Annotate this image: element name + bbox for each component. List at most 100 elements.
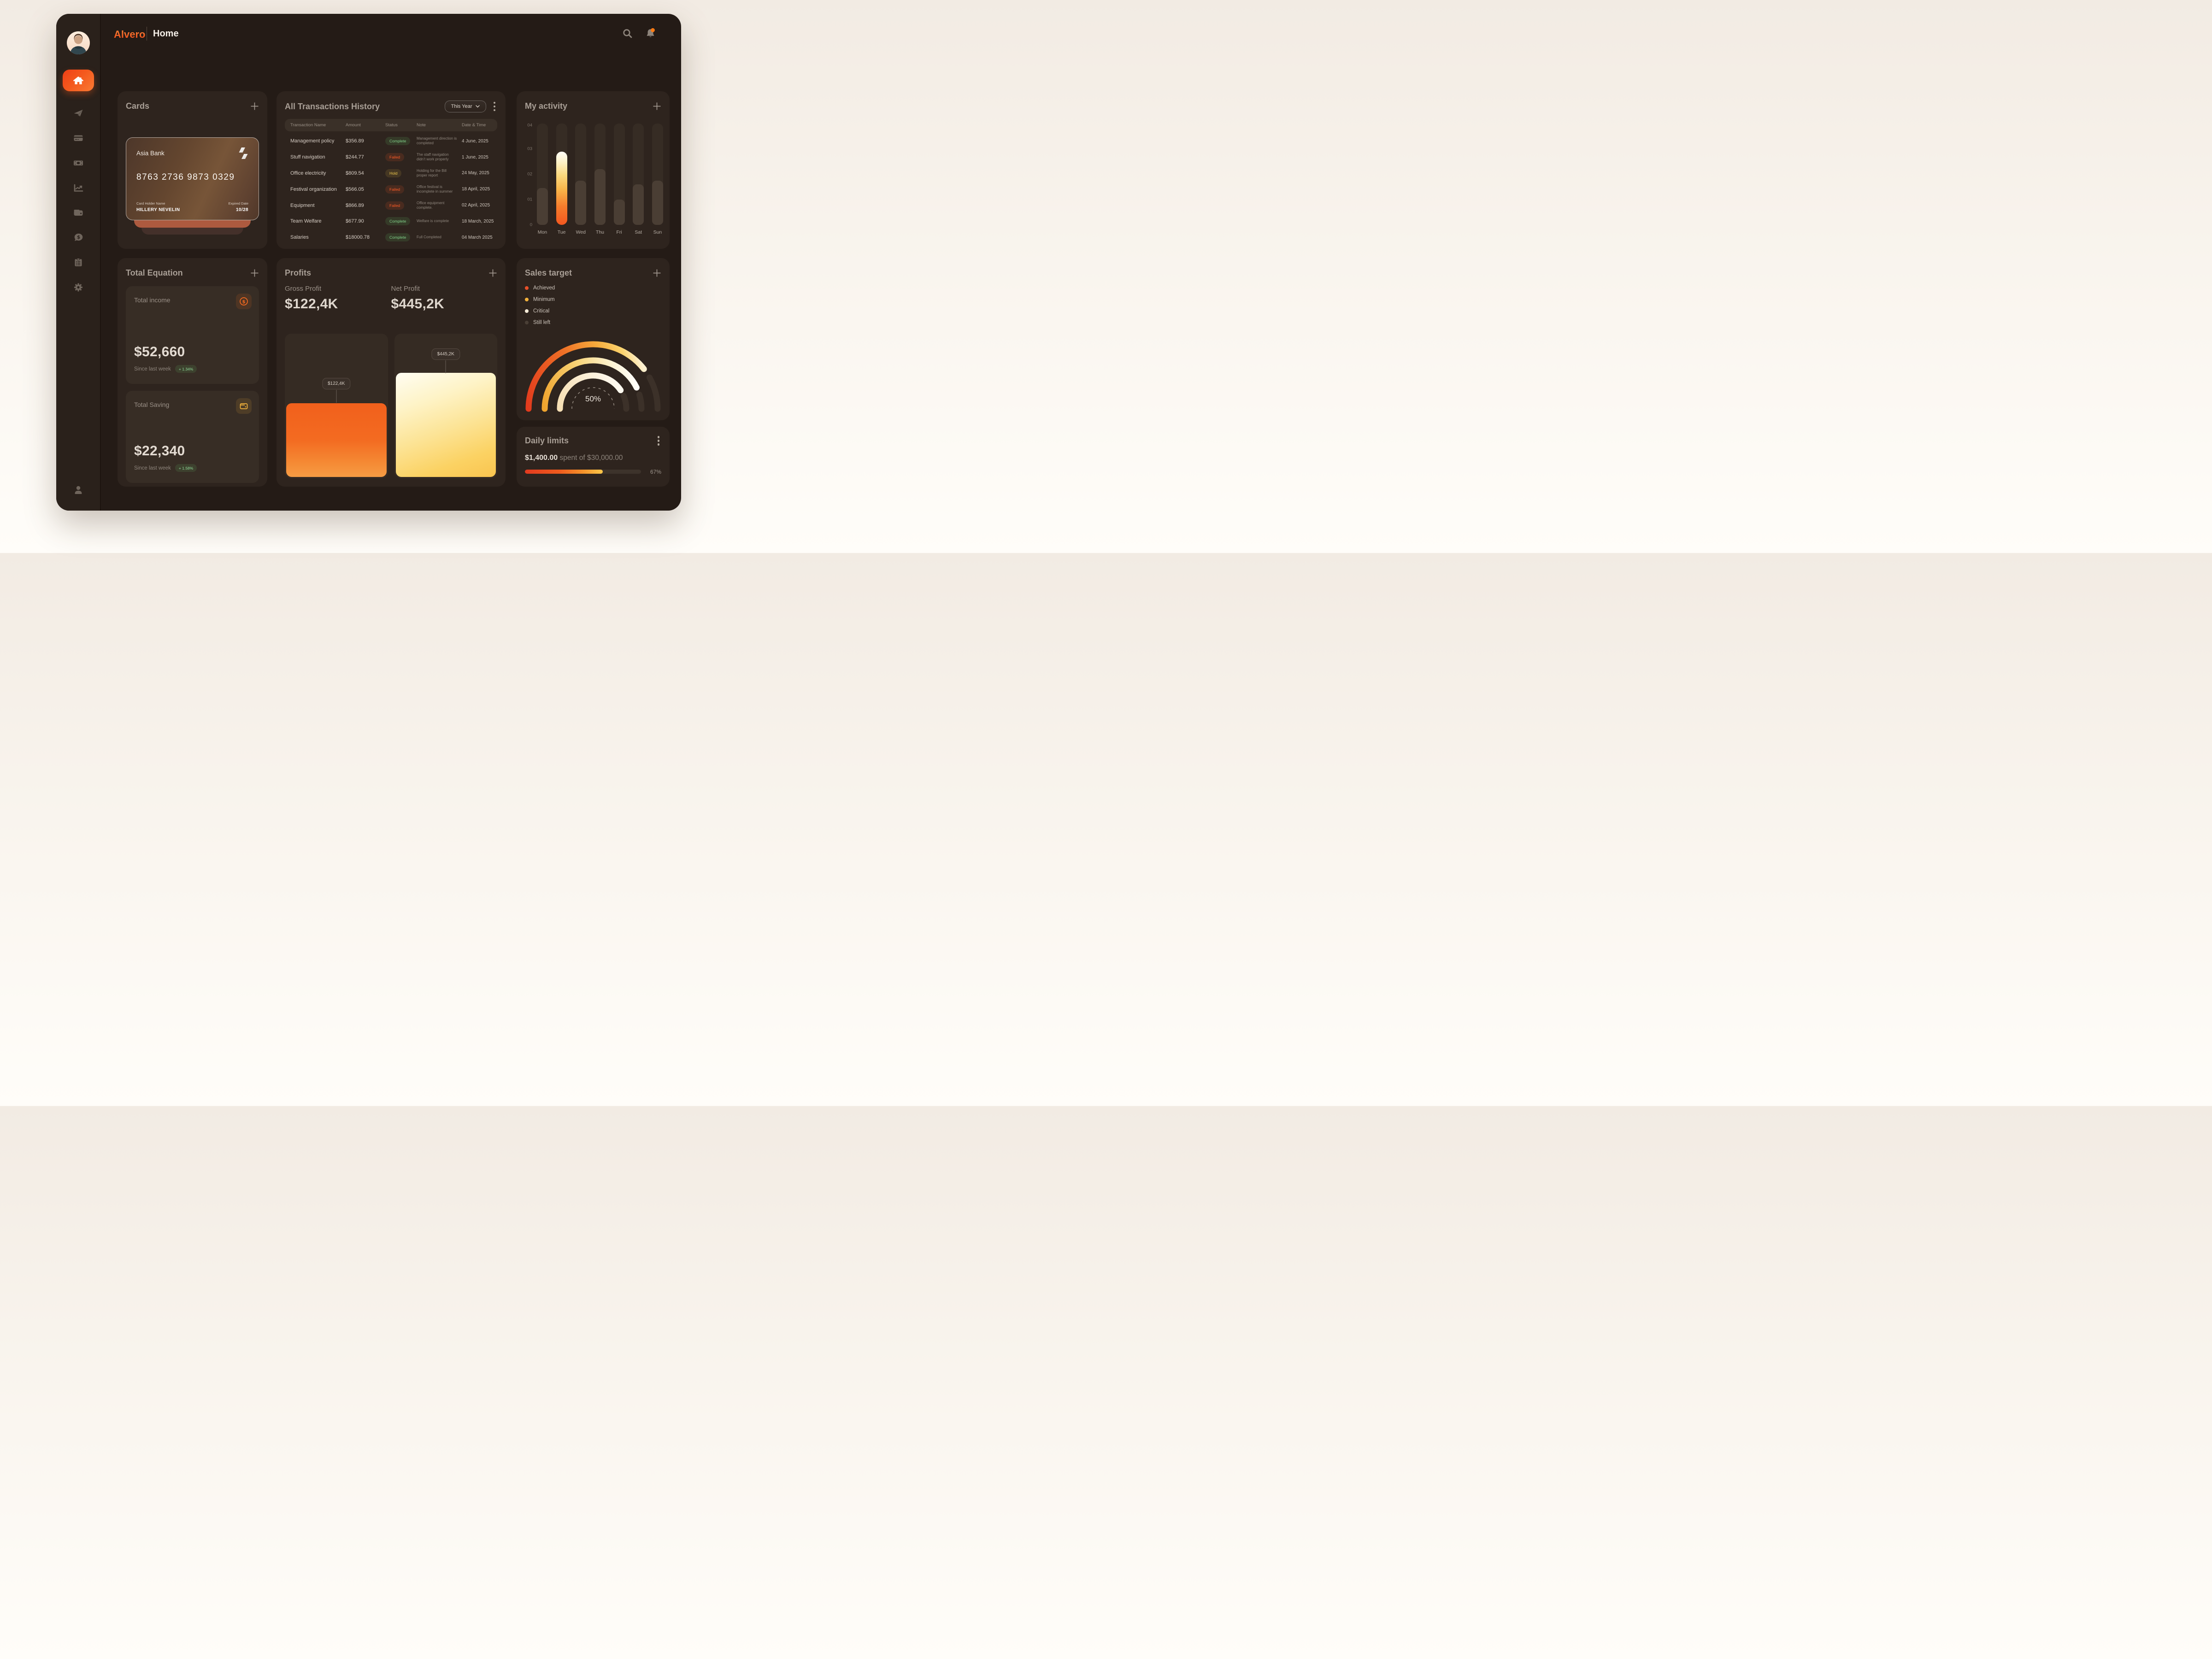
gauge-percent: 50% [585, 394, 601, 403]
tx-name: Team Welfare [290, 218, 322, 224]
activity-bar[interactable] [633, 124, 644, 225]
gear-icon [74, 283, 82, 291]
column-header: Note [417, 123, 426, 128]
add-card-button[interactable] [250, 102, 259, 111]
header: Alvero Home [114, 22, 670, 50]
home-icon [73, 76, 83, 84]
tx-amount: $809.54 [346, 170, 364, 176]
income-label: Total income [134, 296, 171, 304]
tx-date: 02 April, 2025 [462, 203, 490, 208]
banknote-icon [73, 160, 83, 165]
wallet-icon [74, 209, 82, 216]
tx-amount: $677.90 [346, 218, 364, 224]
activity-bar[interactable] [594, 124, 606, 225]
total-equation-panel: Total Equation Total income $ $52,660 Si… [118, 258, 267, 487]
income-value: $52,660 [134, 344, 185, 359]
total-income-tile[interactable]: Total income $ $52,660 Since last week +… [126, 286, 259, 384]
gross-profit-tooltip: $122,4K [322, 378, 351, 389]
column-header: Status [385, 123, 398, 128]
activity-bar[interactable] [556, 124, 567, 225]
cards-panel: Cards Asia Bank [118, 91, 267, 249]
legend-item-still-left: Still left [525, 320, 661, 325]
saving-caption: Since last week [134, 465, 171, 471]
status-badge: Failed [385, 201, 405, 210]
transactions-menu-button[interactable] [492, 101, 498, 112]
bank-name: Asia Bank [136, 150, 165, 157]
add-profit-button[interactable] [488, 269, 497, 278]
table-row[interactable]: Team Welfare $677.90 Complete Welfare is… [285, 213, 497, 229]
table-row[interactable]: Salaries $18000.78 Complete Full Complet… [285, 229, 497, 246]
add-target-button[interactable] [652, 269, 661, 278]
avatar[interactable] [66, 31, 90, 54]
year-filter-dropdown[interactable]: This Year [444, 100, 486, 112]
tx-date: 1 June, 2025 [462, 154, 488, 160]
legend-item-critical: Critical [525, 308, 661, 314]
wallet-icon [236, 398, 252, 414]
status-badge: Failed [385, 185, 405, 194]
income-caption: Since last week [134, 366, 171, 372]
sidebar-item-home[interactable] [62, 70, 94, 91]
tx-date: 04 March 2025 [462, 235, 493, 240]
spent-caption: spent of $30,000.00 [559, 453, 623, 462]
dollar-chat-icon: $ [74, 233, 82, 241]
sidebar-item-payments[interactable]: $ [73, 232, 83, 242]
tx-date: 18 April, 2025 [462, 187, 490, 192]
add-activity-button[interactable] [652, 102, 661, 111]
tx-note: Office equipment complete. [417, 200, 445, 210]
sidebar-item-settings[interactable] [73, 282, 83, 292]
tx-amount: $244.77 [346, 154, 364, 160]
tx-note: The staff navigation didn’t work properl… [417, 153, 449, 162]
total-saving-tile[interactable]: Total Saving $22,340 Since last week + 1… [126, 391, 259, 483]
tx-note: Office festival is incomplete in summer [417, 184, 453, 194]
sidebar-item-cash[interactable] [73, 158, 83, 168]
progress-percent: 67% [650, 468, 661, 475]
total-equation-title: Total Equation [126, 268, 183, 277]
net-profit-bar[interactable]: $445,2K [394, 334, 497, 478]
table-header: Transaction Name Amount Status Note Date… [285, 119, 497, 131]
daily-limits-menu-button[interactable] [656, 435, 662, 447]
sidebar-item-profile[interactable] [73, 485, 83, 495]
legend-item-minimum: Minimum [525, 297, 661, 302]
daily-limit-progressbar[interactable] [525, 470, 641, 474]
sidebar-item-transfers[interactable] [73, 108, 83, 118]
sidebar-item-wallet[interactable] [73, 207, 83, 218]
card-number: 8763 2736 9873 0329 [136, 172, 235, 182]
table-row[interactable]: Office electricity $809.54 Hold Holding … [285, 165, 497, 182]
activity-bar[interactable] [652, 124, 663, 225]
search-icon[interactable] [622, 28, 633, 39]
sidebar-item-reports[interactable] [73, 257, 83, 267]
table-row[interactable]: Management policy $356.89 Complete Manag… [285, 133, 497, 149]
tx-amount: $18000.78 [346, 235, 370, 241]
sidebar: $ [56, 14, 101, 511]
table-row[interactable]: Stuff navigation $244.77 Failed The staf… [285, 149, 497, 165]
saving-value: $22,340 [134, 443, 185, 459]
tx-note: Holding for the Bill proper report [417, 168, 447, 177]
plus-icon [653, 269, 660, 277]
svg-text:$: $ [242, 300, 246, 305]
sales-target-panel: Sales target Achieved Minimum Critical [517, 258, 670, 420]
sales-target-title: Sales target [525, 268, 572, 277]
transactions-title: All Transactions History [285, 101, 380, 111]
sales-gauge-chart: 50% [525, 337, 661, 416]
activity-bar[interactable] [613, 124, 625, 225]
plus-icon [489, 269, 496, 277]
legend-dot [525, 321, 529, 324]
notifications-bell-icon[interactable] [645, 28, 656, 39]
activity-bar[interactable] [537, 124, 548, 225]
legend-dot [525, 298, 529, 301]
daily-limits-title: Daily limits [525, 435, 569, 445]
gross-profit-bar[interactable]: $122,4K [285, 334, 388, 478]
sidebar-item-cards[interactable] [73, 133, 83, 143]
add-equation-button[interactable] [250, 269, 259, 278]
table-row[interactable]: Equipment $866.89 Failed Office equipmen… [285, 197, 497, 213]
table-row[interactable]: Festival organization $566.05 Failed Off… [285, 181, 497, 197]
sidebar-item-analytics[interactable] [73, 182, 83, 193]
activity-bar[interactable] [575, 124, 587, 225]
column-header: Transaction Name [290, 123, 326, 128]
bank-card[interactable]: Asia Bank 8763 2736 9873 0329 [126, 137, 259, 220]
svg-text:$: $ [76, 235, 80, 240]
year-filter-label: This Year [451, 104, 472, 109]
saving-label: Total Saving [134, 401, 170, 408]
card-stack: Asia Bank 8763 2736 9873 0329 [126, 137, 259, 235]
tx-note: Management direction is completed [417, 136, 457, 146]
